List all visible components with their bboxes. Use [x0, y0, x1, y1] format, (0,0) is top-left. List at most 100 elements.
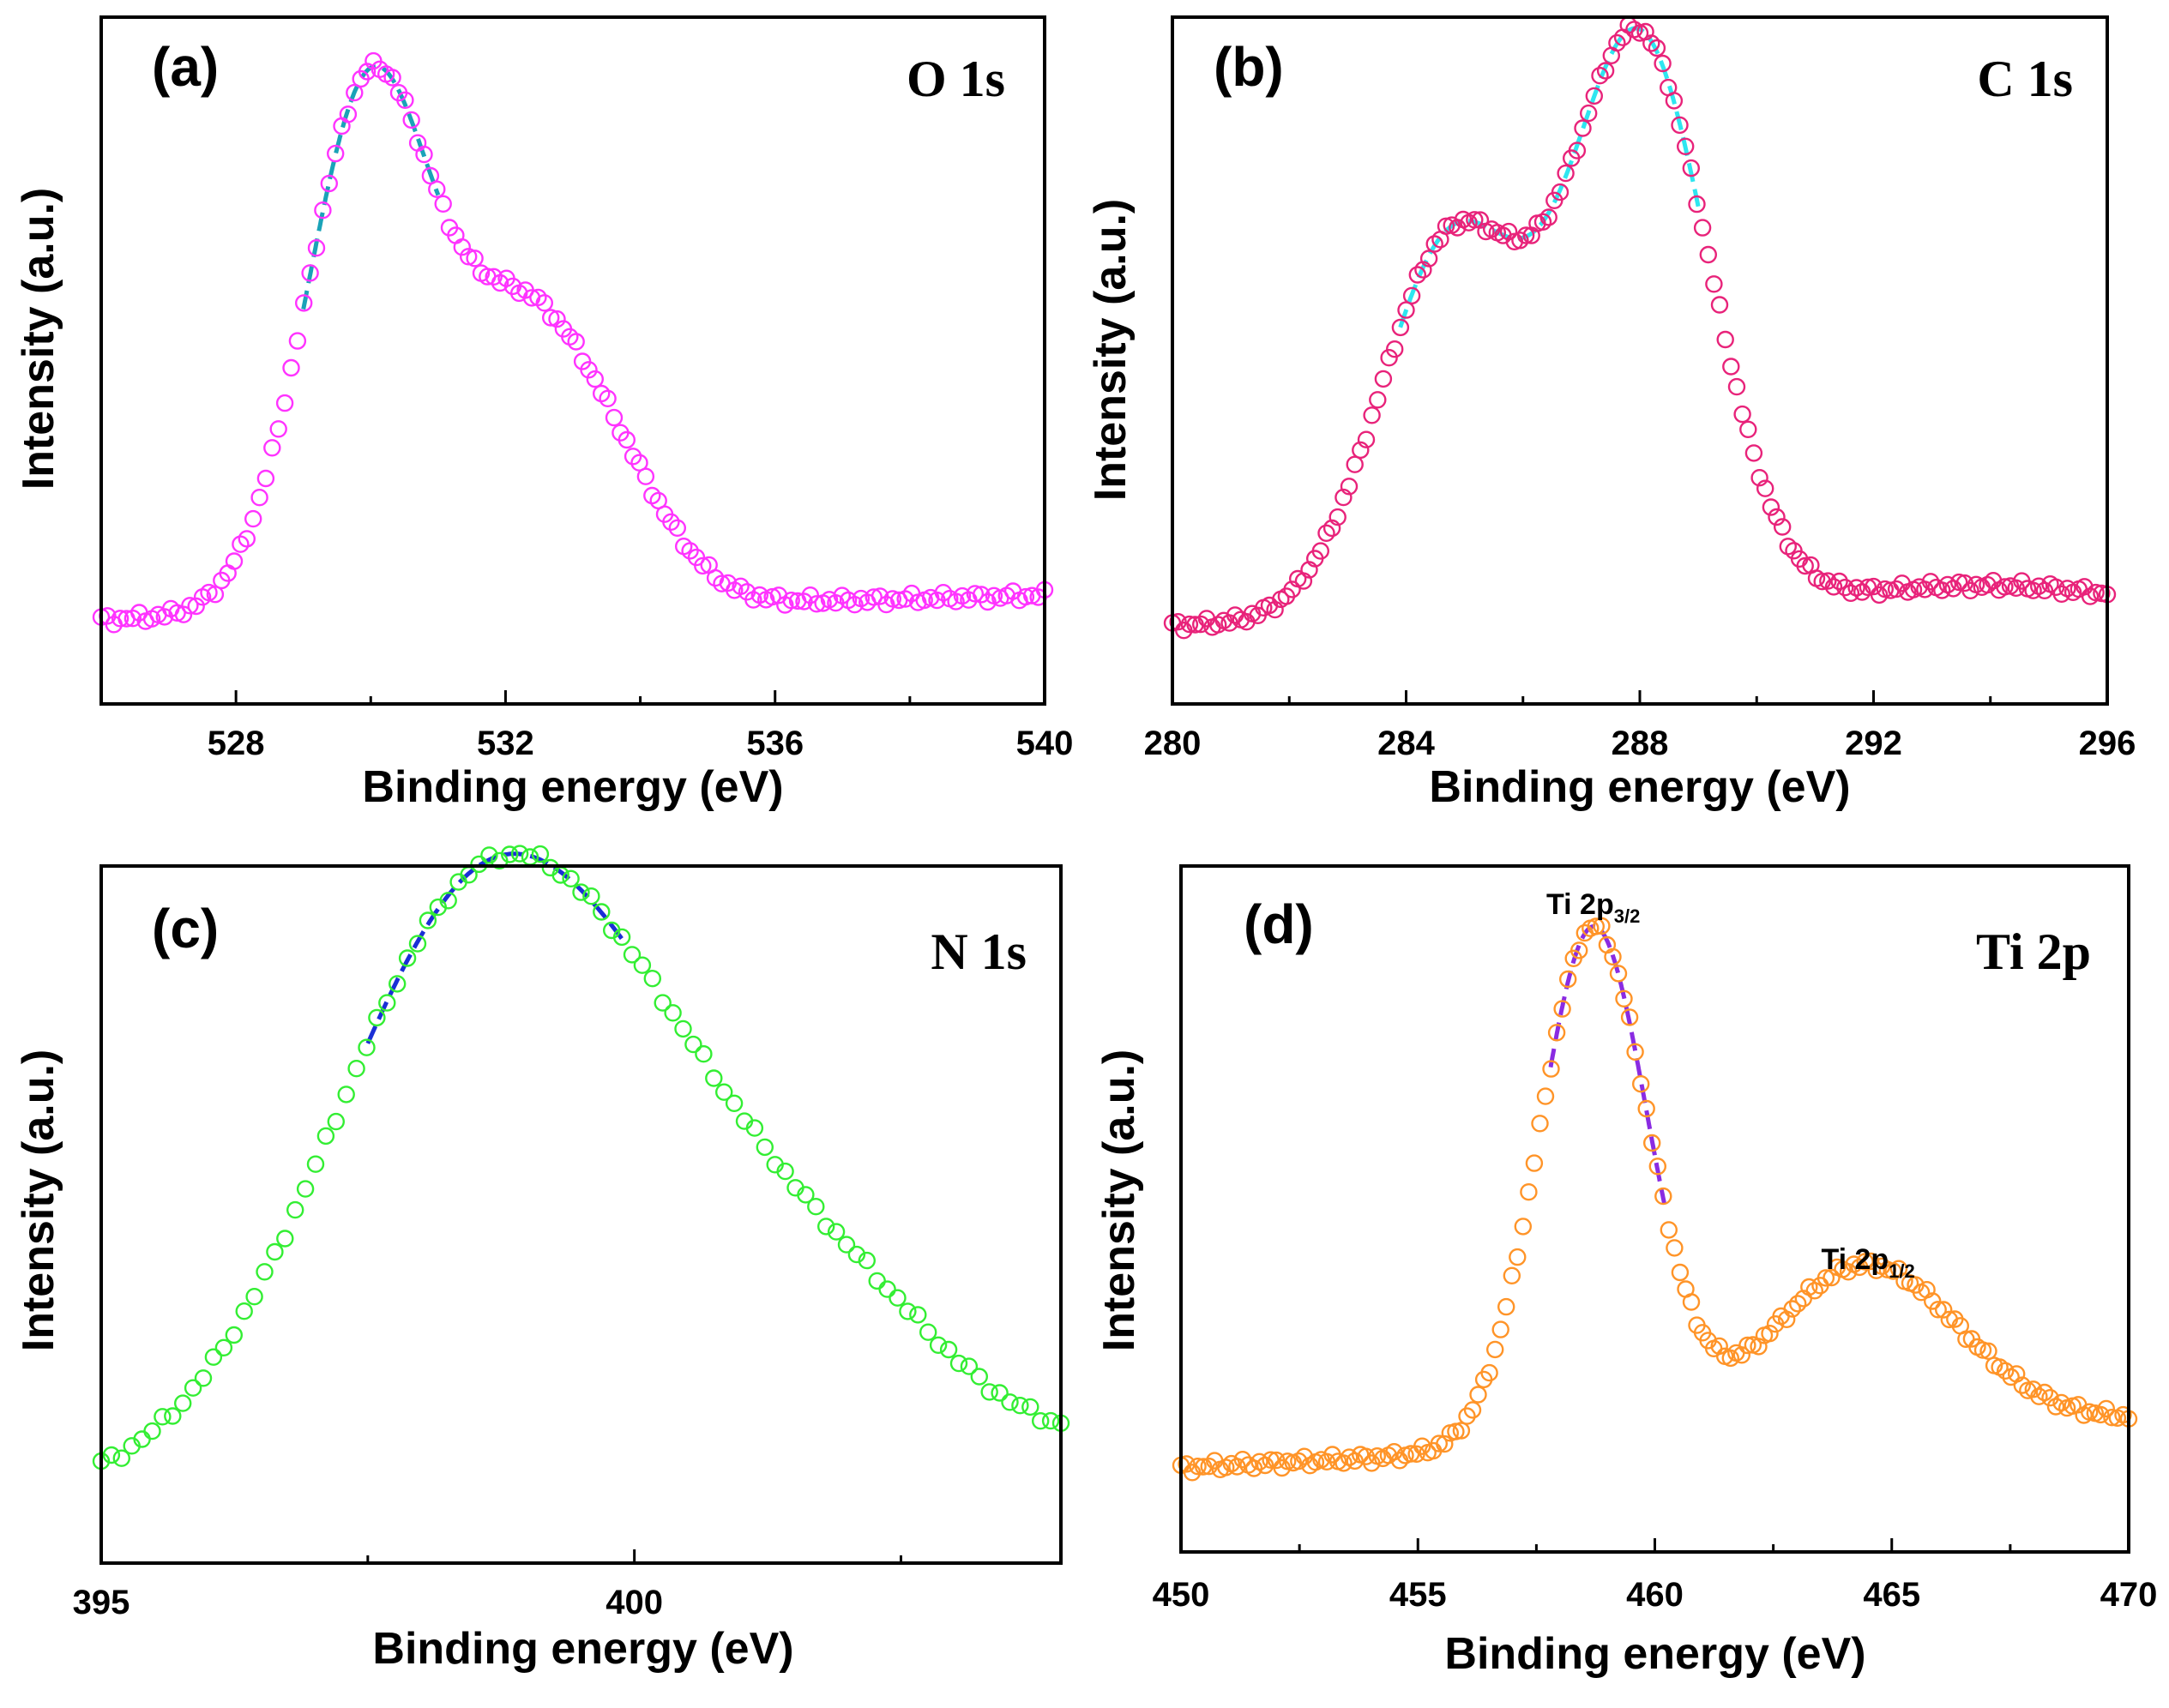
y-axis-label: Intensity (a.u.): [1094, 1049, 1144, 1351]
core-level-title: Ti 2p: [1976, 923, 2091, 980]
data-point: [1335, 1454, 1353, 1472]
x-tick-label: 288: [1612, 725, 1669, 762]
data-point: [1739, 420, 1757, 438]
data-point: [776, 1162, 794, 1181]
data-point: [1805, 1282, 1824, 1300]
data-point: [282, 358, 300, 377]
data-point: [1290, 1452, 1308, 1470]
data-series: [92, 51, 1054, 634]
x-tick-label: 292: [1845, 725, 1902, 762]
data-point: [396, 91, 414, 110]
data-point: [1768, 508, 1786, 526]
data-point: [1169, 613, 1187, 631]
data-point: [1430, 1434, 1449, 1452]
data-point: [263, 439, 281, 457]
data-point: [801, 586, 819, 604]
data-point: [2024, 581, 2042, 599]
data-point: [358, 1038, 376, 1056]
data-point: [1783, 1300, 1801, 1318]
x-axis-label: Binding energy (eV): [1444, 1629, 1865, 1679]
data-point: [807, 1197, 825, 1216]
data-point: [960, 1357, 979, 1375]
data-point: [1648, 1158, 1667, 1176]
x-tick-label: 395: [73, 1584, 130, 1621]
data-point: [674, 1019, 692, 1038]
data-point: [664, 1004, 682, 1022]
data-point: [1660, 1221, 1678, 1239]
data-point: [1452, 1422, 1471, 1440]
data-point: [949, 1354, 968, 1373]
data-point: [745, 1119, 764, 1137]
data-point: [878, 1280, 896, 1298]
data-point: [817, 1218, 835, 1236]
data-series: [1172, 917, 2138, 1482]
data-point: [1380, 349, 1398, 367]
plot-frame: [99, 15, 1046, 706]
data-point: [238, 530, 256, 548]
data-point: [1682, 1293, 1701, 1311]
data-point: [668, 519, 686, 537]
data-point: [1585, 87, 1604, 105]
data-point: [979, 592, 997, 611]
panel-b: 280 284 288 292 296 Binding energy (eV) Intens…: [1086, 15, 2136, 812]
data-point: [1620, 1008, 1639, 1026]
data-point: [1579, 104, 1598, 123]
peak-annotation: Ti 2p1/2: [1821, 1243, 1914, 1282]
data-point: [1568, 141, 1587, 159]
data-point: [2052, 585, 2071, 603]
data-point: [548, 310, 566, 328]
data-point: [896, 590, 914, 608]
data-point: [2029, 577, 2048, 595]
data-point: [1520, 1182, 1538, 1201]
data-point: [1773, 518, 1792, 536]
data-point: [1542, 1060, 1560, 1078]
data-point: [269, 420, 287, 438]
data-point: [889, 1289, 907, 1307]
data-point: [1531, 1115, 1549, 1133]
x-tick-label: 400: [606, 1584, 663, 1621]
data-point: [510, 845, 529, 863]
data-point: [1363, 406, 1381, 424]
data-point: [1593, 917, 1611, 935]
data-point: [1437, 217, 1455, 235]
data-point: [235, 1302, 253, 1320]
fit-line: [1398, 26, 1701, 328]
data-point: [1283, 580, 1301, 598]
data-point: [1266, 600, 1284, 619]
data-point: [1856, 1253, 1874, 1271]
data-point: [1385, 340, 1404, 358]
data-point: [837, 1236, 856, 1254]
data-point: [624, 448, 642, 466]
data-point: [1374, 370, 1393, 388]
data-point: [1642, 1134, 1661, 1152]
fit-line: [1548, 923, 1666, 1205]
data-point: [1762, 498, 1780, 516]
panel-label: (b): [1214, 36, 1284, 98]
data-point: [1329, 508, 1347, 526]
data-point: [1996, 1362, 2015, 1380]
data-point: [1710, 1337, 1728, 1356]
data-point: [1933, 581, 1951, 599]
data-point: [1402, 286, 1421, 305]
data-point: [2052, 1393, 2070, 1412]
data-point: [1466, 211, 1484, 229]
data-point: [1458, 1407, 1476, 1425]
data-point: [1516, 226, 1535, 244]
core-level-title: O 1s: [907, 51, 1005, 107]
data-point: [756, 1138, 774, 1157]
data-point: [1841, 584, 1860, 602]
data-point: [480, 846, 498, 864]
data-point: [1671, 1263, 1690, 1282]
peak-annotation: Ti 2p3/2: [1546, 888, 1640, 927]
data-point: [535, 294, 553, 312]
x-axis-label: Binding energy (eV): [362, 762, 783, 812]
data-point: [694, 556, 712, 575]
data-point: [1294, 572, 1313, 590]
data-point: [1021, 1398, 1039, 1416]
data-point: [316, 1127, 335, 1146]
data-point: [378, 994, 396, 1012]
data-point: [582, 887, 600, 905]
data-point: [732, 577, 750, 595]
data-point: [1996, 578, 2014, 596]
